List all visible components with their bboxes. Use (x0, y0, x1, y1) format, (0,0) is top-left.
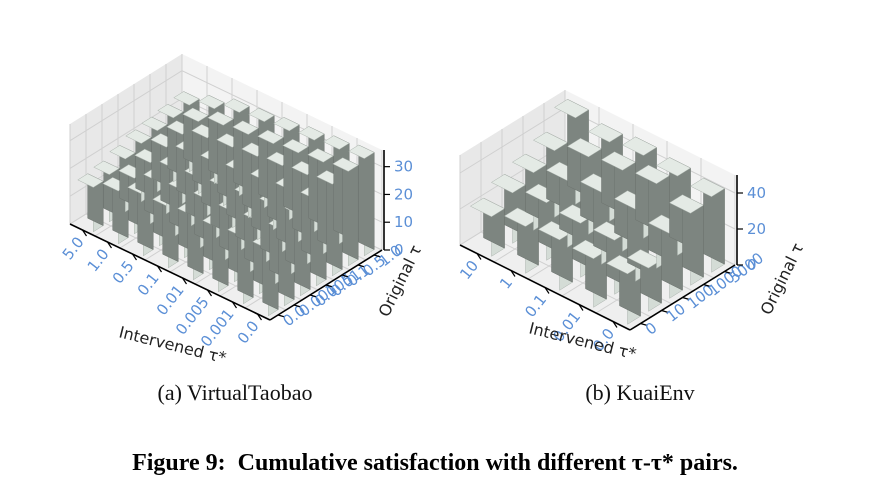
y-tick (682, 296, 690, 301)
x-tick-label: 0.0 (234, 317, 263, 347)
figure-caption-label: Figure 9: (132, 450, 226, 476)
y-tick (293, 304, 302, 308)
z-tick-label: 0 (747, 256, 757, 274)
bar-top (348, 144, 375, 159)
bar (668, 194, 705, 286)
bar-top (490, 174, 527, 194)
bar-top (668, 194, 705, 214)
x-tick (476, 253, 482, 260)
x-tick (510, 270, 516, 277)
z-tick-label: 20 (747, 220, 766, 238)
x-tick (578, 304, 584, 311)
bar (689, 177, 726, 273)
subcaption-a: (a) VirtualTaobao (158, 380, 313, 405)
bar-top (323, 135, 350, 150)
bar-top (198, 94, 225, 110)
x-tick-label: 10 (456, 257, 482, 283)
bar (348, 144, 375, 257)
y-tick (661, 309, 669, 314)
bar-top (257, 129, 284, 144)
bar-top (223, 98, 250, 113)
y-tick (724, 270, 732, 275)
bar (503, 207, 540, 274)
x-tick (182, 277, 187, 285)
x-tick-label: 0.1 (521, 291, 550, 321)
bar-top (587, 123, 624, 143)
bar-top (566, 138, 603, 158)
z-tick-label: 10 (394, 213, 413, 231)
x-tick (107, 241, 112, 249)
figure-caption-text: Cumulative satisfaction with different τ… (238, 450, 738, 476)
x-tick (157, 265, 162, 273)
bar-top (77, 173, 104, 188)
chart-virtualtaobao: 0.00.0010.0050.010.10.51.05.00.00.0010.0… (59, 54, 425, 367)
bar-top (282, 139, 309, 154)
x-tick (82, 229, 87, 237)
z-tick-label: 0 (394, 241, 404, 259)
bar-top (232, 120, 259, 135)
bar-top (469, 197, 506, 217)
y-axis-label: Original τ (757, 240, 808, 318)
y-tick (640, 322, 648, 327)
bar-top (173, 91, 200, 106)
bar-top (532, 131, 569, 151)
y-tick (309, 294, 318, 298)
bar (469, 197, 506, 257)
z-tick-label: 30 (394, 158, 413, 176)
x-tick (612, 321, 618, 328)
bar-top (125, 129, 152, 144)
subcaption-b: (b) KuaiEnv (585, 380, 694, 405)
x-tick-label: 0.1 (134, 269, 163, 299)
bar-top (182, 107, 209, 122)
x-axis-line (69, 223, 271, 321)
bar-top (207, 111, 234, 126)
bar-top (93, 160, 120, 175)
bar-top (511, 153, 548, 173)
x-tick (207, 289, 212, 297)
x-tick (544, 287, 550, 294)
x-tick-label: 1.0 (84, 245, 113, 275)
bar-top (689, 177, 726, 197)
bar-top (600, 151, 637, 171)
x-tick (232, 301, 237, 309)
bar (537, 220, 574, 291)
x-tick-label: 1 (496, 274, 516, 293)
bar-top (298, 126, 325, 141)
x-tick (132, 253, 137, 261)
y-tick (277, 314, 286, 318)
z-tick-label: 40 (747, 184, 766, 202)
y-tick-label: 0 (642, 319, 661, 339)
bar (77, 173, 104, 233)
x-tick-label: 5.0 (59, 233, 88, 263)
y-tick (357, 264, 366, 268)
bar-top (655, 157, 692, 177)
bar-top (157, 104, 184, 119)
y-tick (325, 284, 334, 288)
bar-side (358, 144, 375, 250)
bar-top (141, 116, 168, 131)
bar-top (553, 99, 590, 119)
bar (332, 157, 359, 267)
x-tick-label: 0.5 (109, 257, 138, 287)
y-tick (703, 283, 711, 288)
bar-top (332, 157, 359, 172)
figure-caption: Figure 9: Cumulative satisfaction with d… (132, 450, 738, 476)
chart-kuaienv: 0.00.010.11100101001000500002040Interven… (456, 90, 807, 363)
y-tick (373, 254, 382, 258)
bar-top (621, 136, 658, 156)
bar-top (109, 145, 136, 160)
bar-top (248, 107, 275, 122)
z-tick-label: 20 (394, 185, 413, 203)
bar-top (634, 164, 671, 184)
bar-top (307, 148, 334, 163)
x-tick (257, 313, 262, 321)
bar-top (273, 117, 300, 132)
bar-side (342, 157, 359, 260)
y-tick (341, 274, 350, 278)
